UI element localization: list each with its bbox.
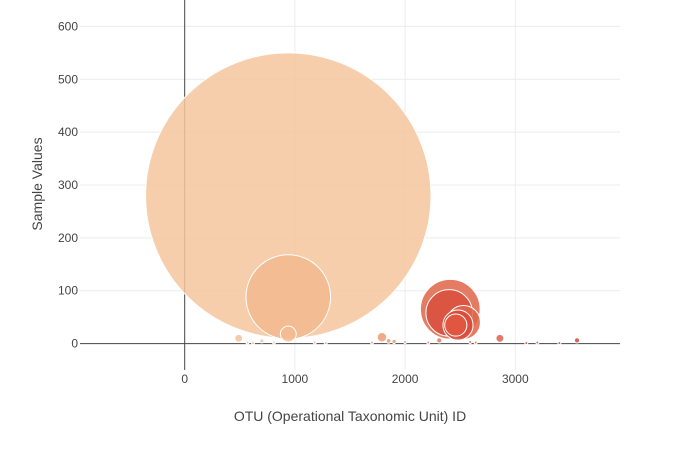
y-tick-label: 400 (58, 125, 78, 139)
bubbles (145, 52, 581, 346)
bubble-point[interactable] (385, 338, 392, 344)
bubble-point[interactable] (312, 340, 317, 345)
y-tick-label: 300 (58, 178, 78, 192)
bubble-point[interactable] (259, 338, 265, 344)
bubble-point[interactable] (495, 333, 505, 343)
bubble-point[interactable] (468, 339, 473, 344)
bubble-point[interactable] (391, 338, 397, 345)
bubble-point[interactable] (234, 333, 244, 343)
x-tick-label: 0 (181, 372, 188, 386)
bubble-point[interactable] (376, 331, 388, 343)
tick-labels: 0 100 200 300 400 500 600 0 1000 2000 3000 (58, 19, 529, 386)
bubble-point[interactable] (473, 340, 478, 345)
bubble-point[interactable] (557, 341, 562, 346)
bubble-point[interactable] (444, 313, 468, 337)
bubble-point[interactable] (403, 339, 408, 344)
y-tick-label: 200 (58, 231, 78, 245)
bubble-point[interactable] (426, 340, 431, 345)
x-tick-label: 1000 (282, 372, 309, 386)
x-tick-label: 3000 (502, 372, 529, 386)
bubble-point[interactable] (279, 325, 297, 343)
bubble-point[interactable] (436, 337, 443, 344)
y-tick-label: 100 (58, 284, 78, 298)
bubble-point[interactable] (524, 341, 529, 346)
y-axis-title: Sample Values (29, 137, 45, 230)
y-tick-label: 0 (71, 337, 78, 351)
x-axis-title: OTU (Operational Taxonomic Unit) ID (234, 408, 466, 424)
y-tick-label: 500 (58, 72, 78, 86)
bubble-point[interactable] (245, 340, 250, 345)
bubble-point[interactable] (535, 340, 540, 345)
bubble-point[interactable] (251, 341, 256, 346)
y-tick-label: 600 (58, 19, 78, 33)
x-tick-label: 2000 (392, 372, 419, 386)
bubble-point[interactable] (573, 337, 581, 344)
bubble-point[interactable] (271, 340, 276, 345)
bubble-point[interactable] (370, 340, 375, 345)
bubble-point[interactable] (323, 341, 328, 346)
